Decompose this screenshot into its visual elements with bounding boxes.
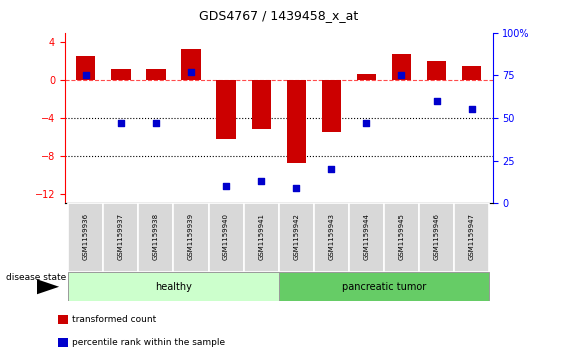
Point <box>467 107 476 113</box>
Bar <box>419 203 454 272</box>
Text: GSM1159947: GSM1159947 <box>468 213 475 260</box>
Bar <box>58 338 68 347</box>
Text: GSM1159944: GSM1159944 <box>363 213 369 260</box>
Text: percentile rank within the sample: percentile rank within the sample <box>72 338 225 347</box>
Bar <box>314 203 349 272</box>
Bar <box>181 49 200 80</box>
Bar <box>349 203 384 272</box>
Text: GSM1159939: GSM1159939 <box>188 213 194 260</box>
Text: healthy: healthy <box>155 282 192 292</box>
Bar <box>287 80 306 163</box>
Bar <box>454 203 489 272</box>
Text: GDS4767 / 1439458_x_at: GDS4767 / 1439458_x_at <box>199 9 358 22</box>
Bar <box>68 272 279 301</box>
Text: GSM1159943: GSM1159943 <box>328 213 334 260</box>
Point <box>81 72 90 78</box>
Point <box>432 98 441 104</box>
Point <box>257 178 266 184</box>
Bar <box>321 80 341 132</box>
Text: disease state: disease state <box>6 273 66 282</box>
Text: transformed count: transformed count <box>72 315 156 324</box>
Bar <box>111 69 131 80</box>
Bar <box>392 53 411 80</box>
Text: GSM1159946: GSM1159946 <box>434 213 440 260</box>
Bar <box>244 203 279 272</box>
Text: GSM1159940: GSM1159940 <box>223 213 229 260</box>
Bar <box>146 69 166 80</box>
Point <box>292 185 301 191</box>
Bar <box>208 203 244 272</box>
Bar <box>76 56 96 80</box>
Point <box>327 166 336 172</box>
Bar <box>462 66 481 80</box>
Point <box>397 72 406 78</box>
Bar <box>58 315 68 324</box>
Polygon shape <box>37 279 59 294</box>
Bar <box>252 80 271 129</box>
Text: pancreatic tumor: pancreatic tumor <box>342 282 426 292</box>
Point <box>222 183 231 189</box>
Bar <box>384 203 419 272</box>
Text: GSM1159942: GSM1159942 <box>293 213 299 260</box>
Point <box>151 120 160 126</box>
Point <box>117 120 126 126</box>
Text: GSM1159941: GSM1159941 <box>258 213 264 260</box>
Bar <box>427 61 446 80</box>
Point <box>186 69 195 75</box>
Bar <box>279 272 489 301</box>
Bar <box>68 203 104 272</box>
Point <box>362 120 371 126</box>
Text: GSM1159936: GSM1159936 <box>83 213 89 260</box>
Bar <box>173 203 208 272</box>
Text: GSM1159945: GSM1159945 <box>399 213 404 260</box>
Text: GSM1159938: GSM1159938 <box>153 213 159 260</box>
Bar <box>138 203 173 272</box>
Bar <box>279 203 314 272</box>
Bar <box>357 74 376 80</box>
Bar <box>216 80 236 139</box>
Bar <box>104 203 138 272</box>
Text: GSM1159937: GSM1159937 <box>118 213 124 260</box>
